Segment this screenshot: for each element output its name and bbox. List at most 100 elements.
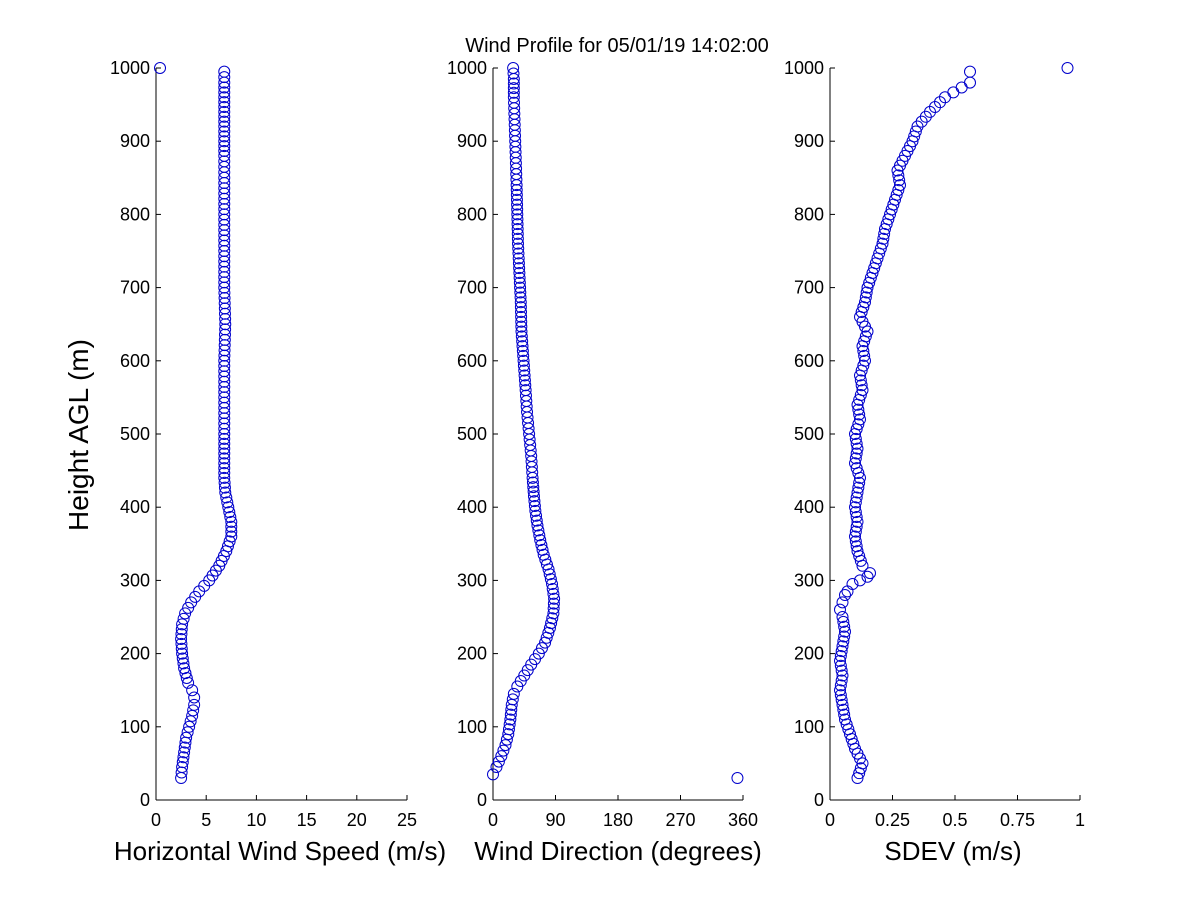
x-tick-label: 15 (297, 810, 317, 830)
data-point (218, 442, 231, 455)
x-axis-label: Wind Direction (degrees) (474, 836, 762, 866)
data-point (188, 698, 201, 711)
data-point (218, 333, 231, 346)
data-point (218, 401, 231, 414)
data-point (515, 315, 528, 328)
data-point (859, 330, 872, 343)
data-point (175, 628, 188, 641)
data-point (836, 611, 849, 623)
data-point (849, 535, 862, 548)
data-point (512, 242, 525, 255)
data-point (218, 65, 231, 78)
data-point (853, 408, 866, 421)
data-point (849, 496, 862, 509)
data-point (964, 76, 976, 89)
outlier-point (731, 772, 744, 785)
data-point (877, 232, 890, 245)
data-point (177, 751, 190, 764)
data-point (527, 485, 540, 498)
data-point (514, 281, 527, 294)
data-point (175, 637, 188, 650)
data-point (835, 664, 848, 677)
data-point (528, 495, 541, 508)
y-tick-label: 700 (457, 278, 487, 298)
data-point (497, 744, 510, 757)
data-point (536, 543, 549, 556)
x-tick-label: 10 (246, 810, 266, 830)
data-point (874, 242, 887, 255)
y-tick-label: 100 (120, 717, 150, 737)
y-tick-label: 900 (457, 131, 487, 151)
data-point (515, 330, 528, 343)
data-point (836, 640, 849, 653)
data-point (218, 96, 231, 109)
data-point (218, 360, 231, 373)
data-point (218, 457, 231, 470)
data-point (508, 96, 521, 109)
data-point (859, 296, 871, 309)
data-point (507, 86, 520, 99)
data-point (876, 237, 889, 250)
data-point (512, 252, 525, 265)
data-point (527, 490, 540, 503)
data-point (518, 369, 531, 382)
data-point (861, 570, 874, 583)
data-point (852, 418, 865, 431)
data-point (507, 91, 520, 104)
data-point (490, 761, 503, 774)
y-tick-label: 700 (120, 278, 150, 298)
data-point (218, 462, 231, 475)
y-tick-label: 200 (457, 644, 487, 664)
x-axis-label: SDEV (m/s) (884, 836, 1021, 866)
data-point (849, 432, 862, 445)
data-point (218, 276, 231, 289)
data-point (218, 182, 231, 195)
data-point (511, 208, 524, 221)
sdev-panel: 0 100 200 300 400 500 600 700 800 900 1000 0 0.25 0.5… (784, 58, 1085, 866)
data-point (511, 203, 524, 216)
data-point (919, 110, 932, 123)
data-point (225, 520, 238, 533)
data-point (851, 545, 864, 558)
data-point (547, 597, 560, 610)
data-point (176, 652, 189, 665)
data-point (218, 437, 231, 450)
y-tick-label: 1000 (784, 58, 824, 78)
data-point (909, 125, 922, 138)
data-point (837, 635, 850, 648)
y-tick-label: 0 (477, 790, 487, 810)
y-tick-label: 300 (457, 570, 487, 590)
data-point (838, 620, 851, 633)
wind-direction-panel: 0 100 200 300 400 500 600 700 800 900 1000 0 90 180 27… (447, 58, 762, 866)
data-point (850, 510, 863, 523)
data-point (218, 265, 231, 278)
data-point (219, 318, 232, 331)
outlier-point (154, 62, 167, 74)
data-point (513, 262, 526, 275)
data-point (181, 726, 194, 739)
data-point (218, 328, 231, 341)
data-point (218, 375, 231, 388)
data-point (507, 82, 520, 95)
data-point (864, 567, 876, 580)
data-point (511, 223, 524, 236)
data-point (218, 447, 231, 460)
data-point (218, 386, 231, 399)
data-point (836, 669, 849, 682)
data-point (894, 179, 906, 192)
y-tick-label: 300 (794, 570, 824, 590)
data-point (188, 691, 201, 704)
y-tick-label: 900 (794, 131, 824, 151)
data-point (851, 486, 864, 499)
data-point (502, 723, 515, 736)
data-point (218, 481, 231, 494)
data-point (878, 227, 891, 240)
data-point (519, 384, 532, 397)
data-point (512, 237, 524, 250)
data-point (519, 379, 532, 392)
data-point (545, 617, 558, 630)
data-point (218, 339, 231, 352)
data-point (507, 687, 520, 700)
x-tick-label: 20 (347, 810, 367, 830)
data-point (515, 325, 528, 338)
